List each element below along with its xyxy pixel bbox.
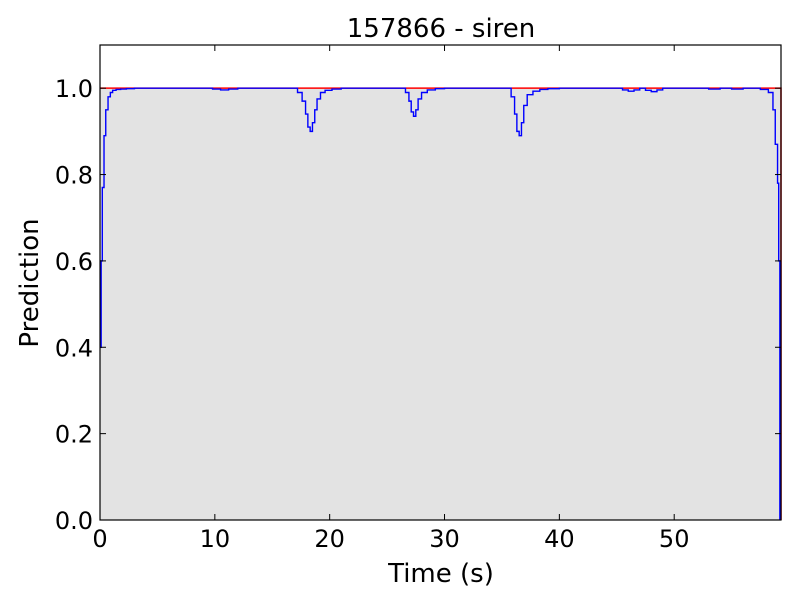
y-axis-title: Prediction [15, 218, 45, 347]
y-axis: 0.0 0.2 0.4 0.6 0.8 1.0 [55, 75, 781, 535]
y-tick-label: 0.2 [55, 421, 93, 449]
x-tick-label: 40 [544, 525, 575, 553]
x-axis-title: Time (s) [387, 559, 494, 589]
prediction-line [100, 87, 781, 520]
x-tick-label: 20 [314, 525, 345, 553]
x-tick-label: 30 [429, 525, 460, 553]
x-tick-label: 50 [659, 525, 690, 553]
x-axis: 0 10 20 30 40 50 [92, 45, 689, 553]
y-tick-label: 0.6 [55, 248, 93, 276]
axes-frame [99, 44, 782, 521]
y-tick-label: 1.0 [55, 75, 93, 103]
y-tick-label: 0.8 [55, 162, 93, 190]
plot-area [100, 87, 782, 520]
y-tick-label: 0.4 [55, 334, 93, 362]
ground-truth-area [100, 88, 781, 520]
chart-title: 157866 - siren [347, 14, 536, 44]
x-tick-label: 10 [200, 525, 231, 553]
x-tick-label: 0 [92, 525, 107, 553]
y-tick-label: 0.0 [55, 507, 93, 535]
